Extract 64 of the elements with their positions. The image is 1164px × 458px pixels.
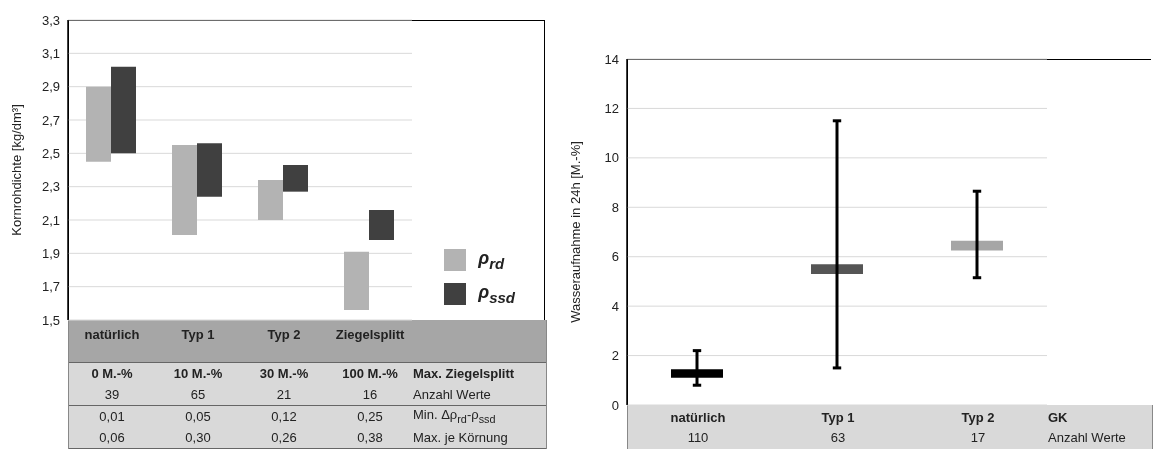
bar — [172, 145, 197, 235]
legend-label: ρ$_{rd}$ — [478, 248, 505, 272]
text: Min. Δρ$_{rd}$-ρ$_{ssd}$ — [413, 406, 496, 425]
y-tick-label: 6 — [611, 249, 619, 265]
bar — [197, 143, 222, 197]
text: GK — [1048, 410, 1068, 425]
x-tick-label: natürlich — [669, 409, 727, 427]
text: 0,01 — [99, 408, 125, 424]
bar — [811, 264, 863, 275]
y-tick-label: 3,1 — [41, 45, 60, 61]
y-tick-label: 1,7 — [41, 279, 60, 295]
text: 0,26 — [271, 429, 297, 445]
text: 0,12 — [271, 408, 297, 424]
y-tick-label: 2,7 — [41, 112, 60, 128]
legend-label: ρ$_{ssd}$ — [478, 281, 515, 306]
bar — [951, 240, 1003, 251]
y-tick-label: 2,1 — [41, 212, 60, 228]
text: 63 — [830, 430, 846, 445]
text: 0,06 — [99, 429, 125, 445]
text: 10 M.-% — [173, 365, 223, 381]
text: 110 — [687, 430, 709, 445]
bar — [86, 86, 111, 162]
text: 0 M.-% — [91, 365, 133, 381]
y-tick-label: 1,5 — [41, 312, 60, 328]
y-tick-label: 10 — [604, 150, 619, 166]
text: 100 M.-% — [342, 365, 398, 381]
text: Max. Ziegelsplitt — [413, 365, 515, 381]
y-tick-label: 1,9 — [41, 245, 60, 261]
text: 16 — [362, 386, 378, 402]
bar — [369, 210, 394, 240]
y-tick-label: 4 — [611, 298, 619, 314]
text: 17 — [970, 430, 986, 445]
y-tick-label: 3,3 — [41, 12, 60, 28]
text: 0,25 — [357, 408, 383, 424]
text: 0,38 — [357, 429, 383, 445]
y-tick-label: 8 — [611, 199, 619, 215]
y-axis-title: Wasseraufnahme in 24h [M.-%] — [567, 141, 583, 323]
text: 21 — [276, 386, 292, 402]
bar — [283, 165, 308, 192]
x-tick-label: Typ 2 — [960, 409, 996, 427]
x-tick-label: Typ 1 — [820, 409, 856, 427]
x-tick-label: Ziegelsplitt — [334, 326, 406, 344]
text: 39 — [104, 386, 120, 402]
y-tick-label: 0 — [611, 397, 619, 413]
x-tick-label: natürlich — [83, 326, 141, 344]
bar — [111, 66, 136, 154]
y-tick-label: 2 — [611, 348, 619, 364]
x-tick-label: Typ 2 — [266, 326, 302, 344]
bar — [258, 180, 283, 220]
text: Anzahl Werte — [1048, 430, 1126, 445]
text: 0,05 — [185, 408, 211, 424]
y-tick-label: 2,9 — [41, 79, 60, 95]
y-tick-label: 14 — [604, 51, 619, 67]
y-axis-title: Kornrohdichte [kg/dm³] — [8, 104, 24, 236]
y-tick-label: 12 — [604, 101, 619, 117]
bar — [344, 251, 369, 310]
text: 65 — [190, 386, 206, 402]
text: Max. je Körnung — [413, 429, 508, 445]
text: Anzahl Werte — [413, 386, 491, 402]
text: 30 M.-% — [259, 365, 309, 381]
text: 0,30 — [185, 429, 211, 445]
y-tick-label: 2,5 — [41, 145, 60, 161]
x-tick-label: Typ 1 — [180, 326, 216, 344]
y-tick-label: 2,3 — [41, 179, 60, 195]
